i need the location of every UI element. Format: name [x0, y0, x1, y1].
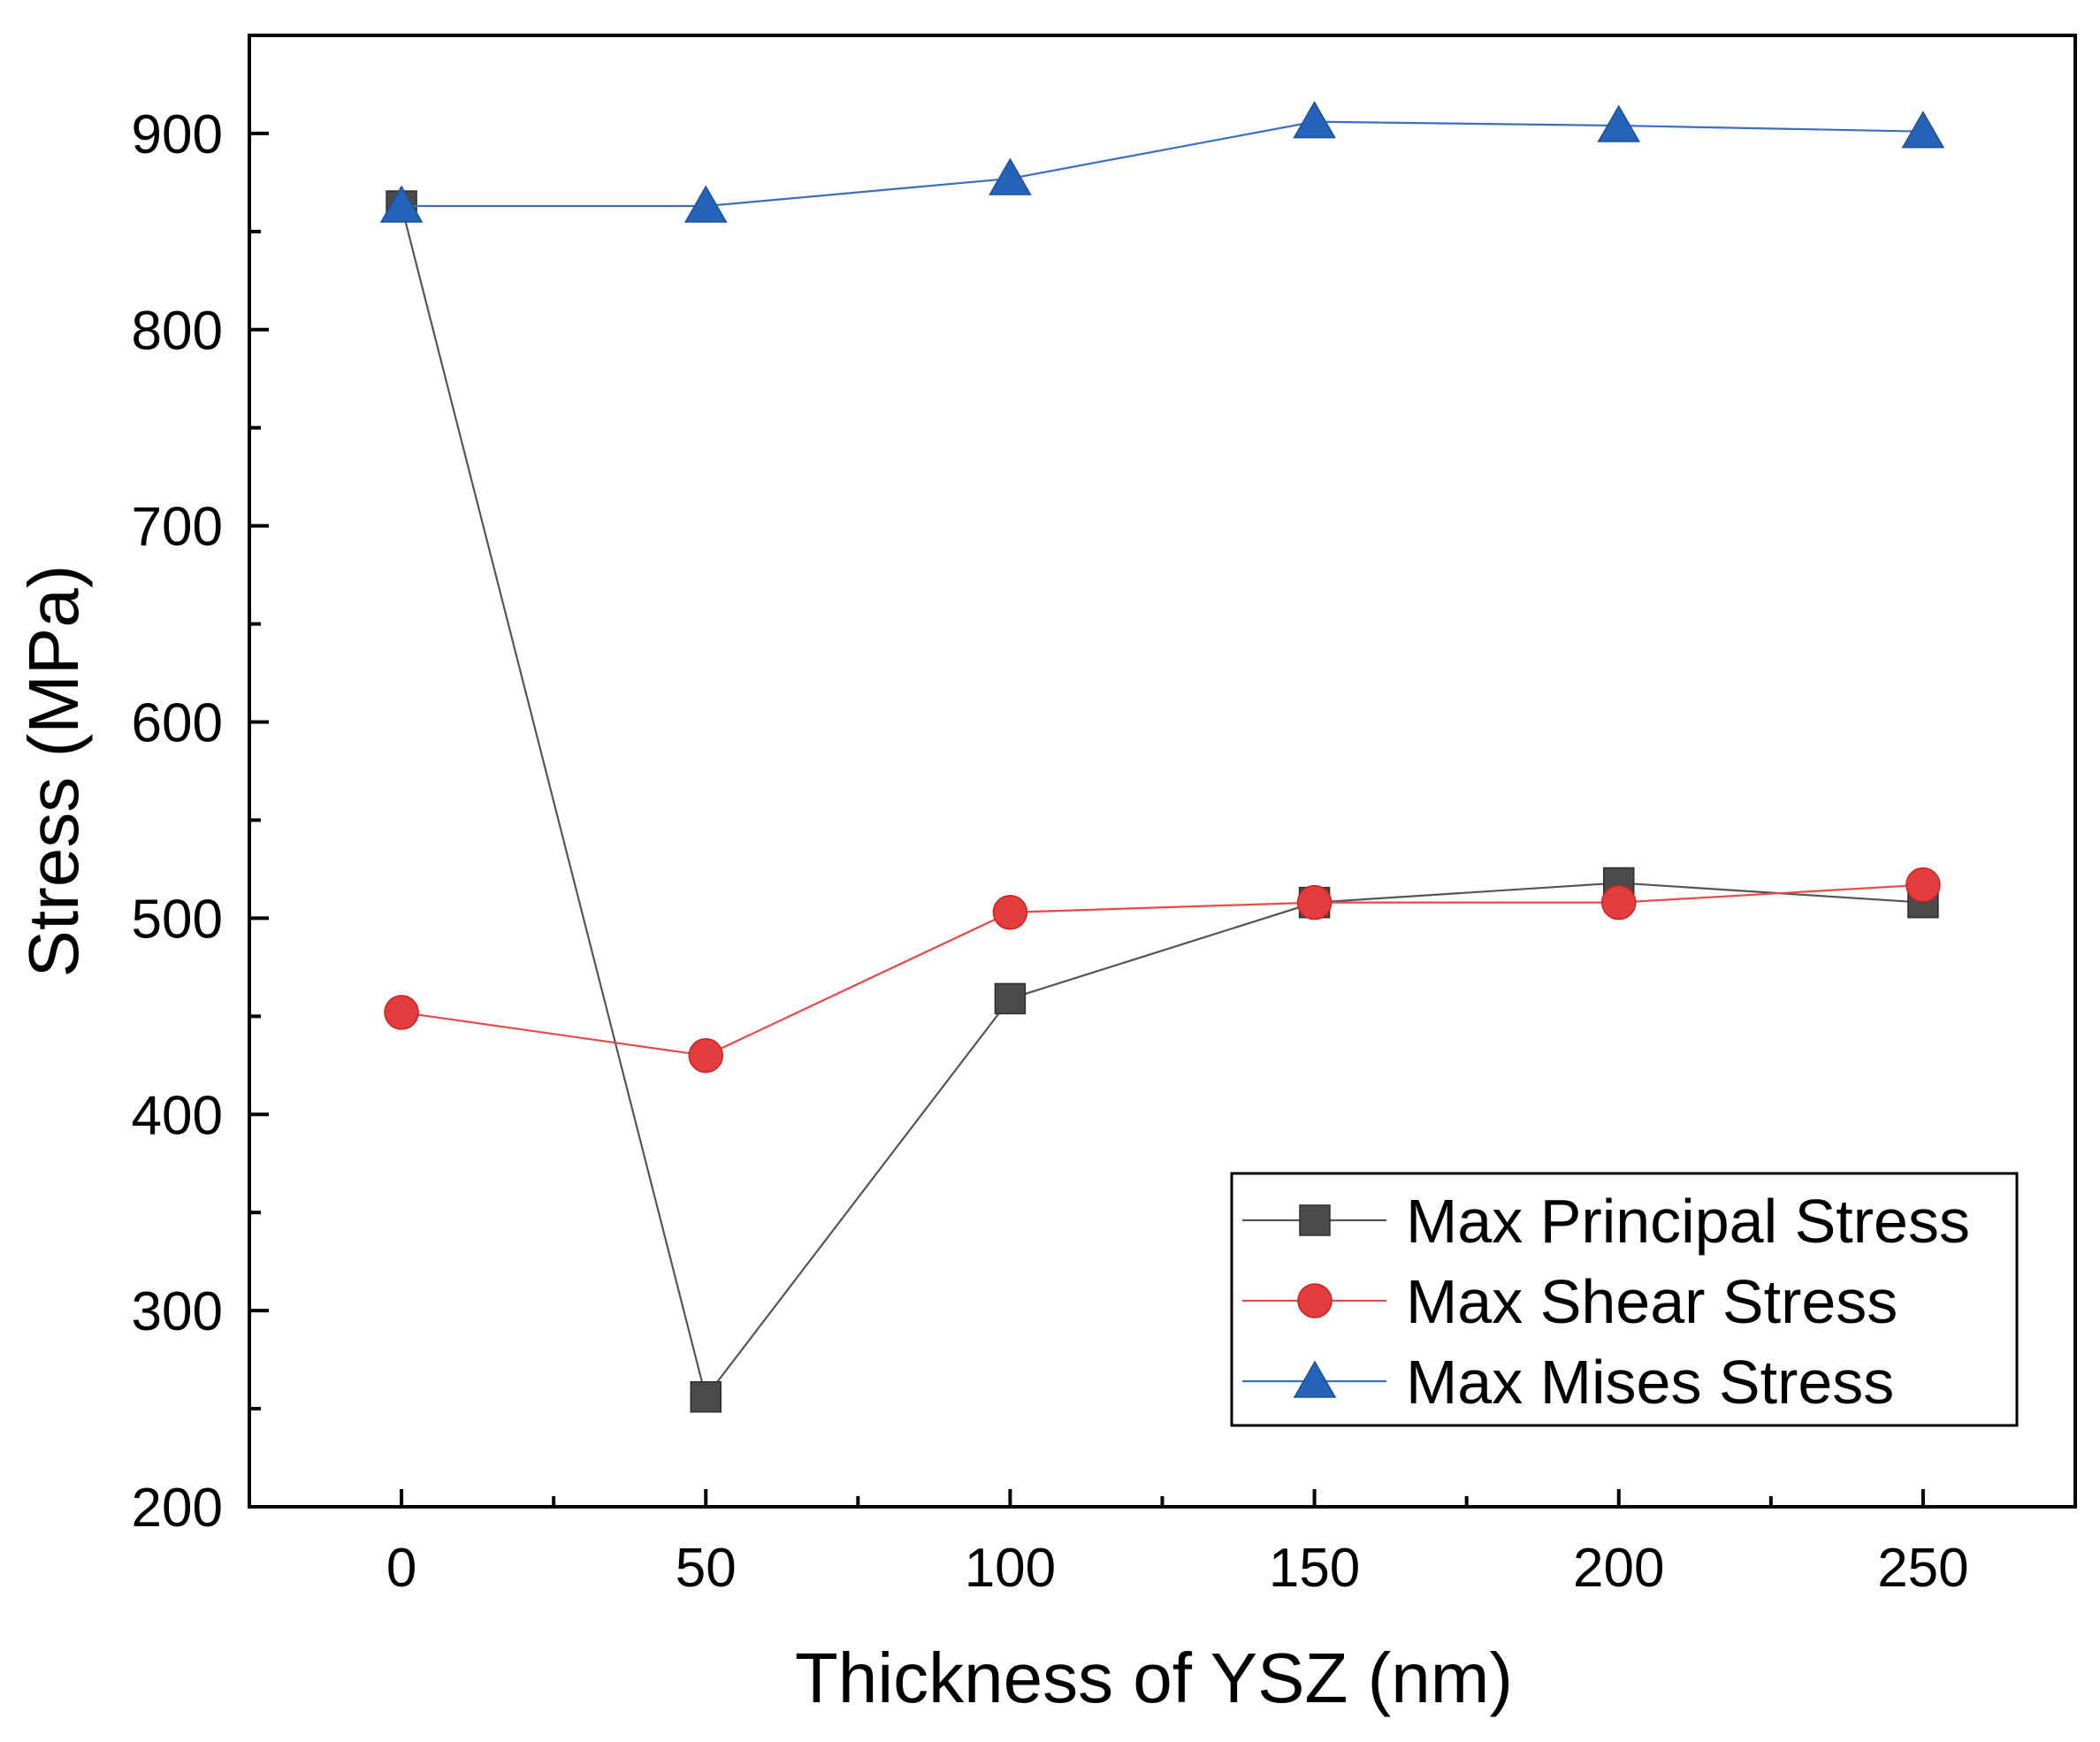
data-point-max-shear-stress [384, 995, 419, 1030]
series-max-shear-stress [384, 867, 1941, 1073]
series-line-max-mises-stress [401, 120, 1923, 208]
y-axis-title: Stress (MPa) [14, 565, 93, 978]
data-point-max-mises-stress [1597, 104, 1641, 142]
x-tick-label: 150 [1269, 1538, 1360, 1599]
legend-label-max-mises-stress: Max Mises Stress [1406, 1348, 1894, 1417]
x-tick-label: 250 [1877, 1538, 1968, 1599]
y-tick-label: 900 [132, 104, 223, 165]
y-tick-label: 800 [132, 301, 223, 362]
series-max-mises-stress [379, 101, 1945, 223]
y-tick-label: 400 [132, 1085, 223, 1146]
series-line-max-shear-stress [401, 883, 1923, 1057]
data-point-max-shear-stress [1296, 884, 1333, 921]
data-point-max-shear-stress [688, 1037, 723, 1073]
legend-label-max-principal-stress: Max Principal Stress [1406, 1187, 1970, 1256]
x-axis-title: Thickness of YSZ (nm) [795, 1639, 1513, 1717]
axis-tick-labels: 0 50 100 150 200 250 200 300 400 500 600 700 800 900 [132, 104, 1969, 1599]
data-point-max-principal-stress [690, 1381, 722, 1413]
data-series [379, 101, 1945, 1413]
y-tick-label: 300 [132, 1281, 223, 1342]
data-point-max-shear-stress [1601, 884, 1637, 921]
legend: Max Principal Stress Max Shear Stress Max … [1230, 1172, 2019, 1427]
data-point-max-principal-stress [994, 982, 1027, 1015]
y-tick-label: 700 [132, 497, 223, 558]
y-tick-label: 600 [132, 693, 223, 754]
y-tick-label: 200 [132, 1478, 223, 1539]
data-point-max-shear-stress [1905, 867, 1941, 903]
data-point-max-mises-stress [379, 185, 424, 223]
data-point-max-mises-stress [1293, 101, 1336, 139]
x-tick-label: 50 [676, 1538, 737, 1599]
y-tick-label: 500 [132, 889, 223, 950]
legend-marker-max-mises-stress [1293, 1360, 1337, 1398]
series-line-max-principal-stress [401, 205, 1923, 1400]
x-tick-label: 100 [965, 1538, 1056, 1599]
legend-marker-max-principal-stress [1299, 1204, 1331, 1236]
data-point-max-mises-stress [683, 185, 728, 223]
legend-box [1230, 1172, 2019, 1427]
data-point-max-mises-stress [989, 157, 1032, 195]
legend-label-max-shear-stress: Max Shear Stress [1406, 1267, 1898, 1336]
x-tick-label: 200 [1573, 1538, 1664, 1599]
legend-marker-max-shear-stress [1297, 1283, 1333, 1318]
data-point-max-shear-stress [992, 894, 1028, 930]
x-tick-label: 0 [386, 1538, 416, 1599]
plot-frame [248, 34, 2077, 1509]
data-point-max-mises-stress [1901, 111, 1945, 149]
